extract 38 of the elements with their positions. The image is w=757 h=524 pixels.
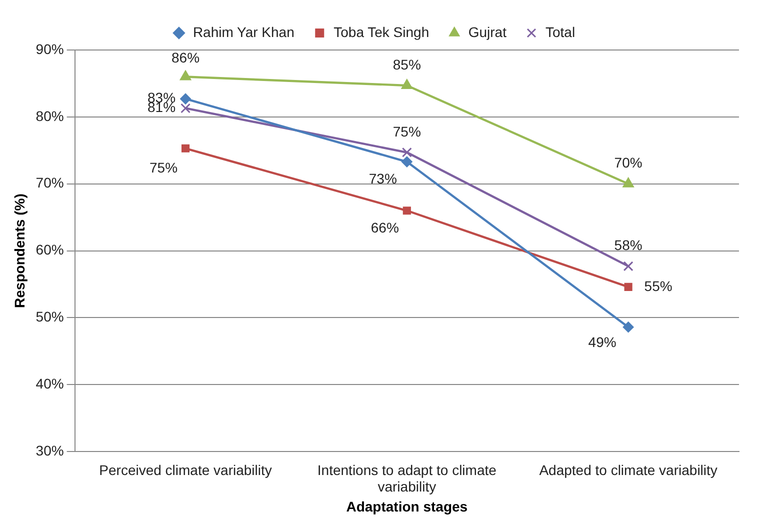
point <box>180 103 191 114</box>
data-label: 55% <box>644 278 672 294</box>
point <box>623 261 634 272</box>
point <box>180 93 192 104</box>
y-tick-label: 40% <box>36 376 64 392</box>
data-label: 75% <box>150 159 178 176</box>
y-tick-label: 90% <box>36 40 64 57</box>
y-axis-title: Respondents (%) <box>11 194 28 308</box>
point <box>180 70 192 80</box>
data-label: 66% <box>370 220 399 236</box>
point <box>402 147 412 158</box>
x-axis-title: Adaptation stages <box>346 498 468 514</box>
data-label: 49% <box>588 334 616 350</box>
legend-label: Rahim Yar Khan <box>192 24 294 40</box>
data-label: 58% <box>614 237 642 254</box>
data-label: 86% <box>172 50 200 66</box>
point <box>622 322 634 333</box>
data-label: 70% <box>614 154 642 171</box>
y-tick-label: 50% <box>36 308 64 325</box>
legend-label: Total <box>545 24 576 40</box>
point <box>401 78 413 89</box>
data-label: 73% <box>368 170 397 187</box>
data-label: 75% <box>392 123 421 140</box>
point <box>181 144 190 152</box>
y-tick-label: 30% <box>36 442 64 458</box>
legend-label: Toba Tek Singh <box>334 24 430 40</box>
x-tick-label: Perceived climate variability <box>99 462 272 478</box>
point <box>622 177 634 188</box>
y-tick-label: 70% <box>36 174 64 191</box>
point <box>402 206 411 215</box>
point <box>624 282 632 291</box>
point <box>401 156 412 168</box>
y-tick-label: 80% <box>36 108 64 124</box>
y-tick-label: 60% <box>36 242 64 258</box>
legend-label: Gujrat <box>468 24 507 40</box>
x-tick-label: Adapted to climate variability <box>539 462 718 478</box>
x-tick-label: Intentions to adapt to climate variability <box>317 462 497 495</box>
data-label: 85% <box>392 56 421 72</box>
